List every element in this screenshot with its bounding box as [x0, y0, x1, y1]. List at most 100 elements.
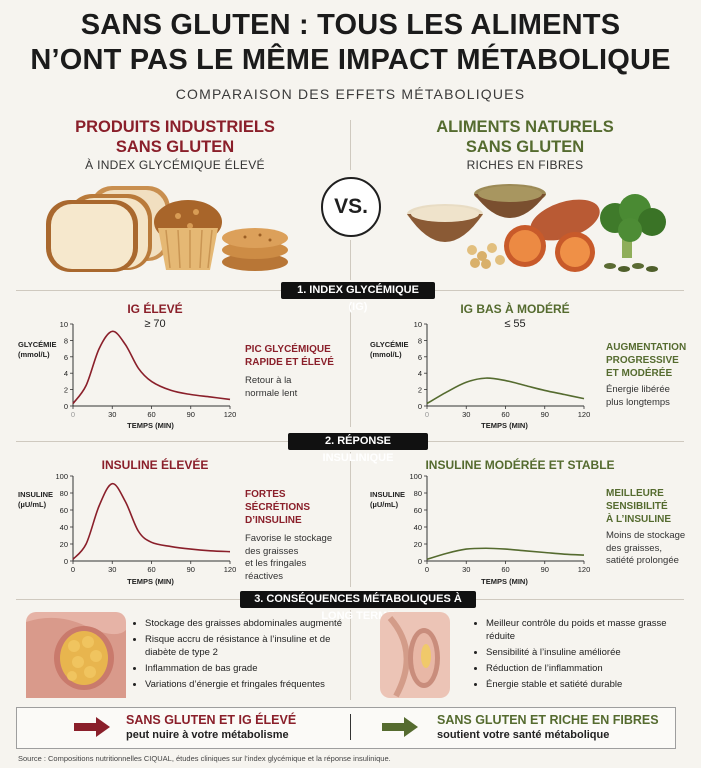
- section-2-badge: 2. RÉPONSE INSULINIQUE: [288, 433, 428, 464]
- y-tick-label: 20: [60, 540, 68, 549]
- section-3-badge: 3. CONSÉQUENCES MÉTABOLIQUES À LONG TERM…: [240, 591, 476, 622]
- sweet-potato-icon: [504, 199, 600, 272]
- main-title-line-2: N’ONT PAS LE MÊME IMPACT MÉTABOLIQUE: [30, 44, 671, 76]
- muffin-icon: [154, 200, 222, 270]
- left-heading: PRODUITS INDUSTRIELS SANS GLUTEN: [75, 118, 275, 156]
- red-arrow-icon: [74, 717, 110, 737]
- y-tick-label: 60: [60, 506, 68, 515]
- y-tick-label: 0: [64, 557, 68, 566]
- list-item: Stockage des graisses abdominales augmen…: [145, 618, 343, 631]
- y-tick-label: 0: [418, 402, 422, 411]
- y-tick-label: 100: [409, 472, 422, 481]
- bread-slices-icon: [46, 186, 170, 272]
- y-tick-label: 0: [418, 557, 422, 566]
- y-tick-label: 6: [418, 353, 422, 362]
- x-tick-label: 90: [541, 565, 549, 574]
- left-ig-value: ≥ 70: [144, 318, 166, 330]
- right-insulin-note: MEILLEURE SENSIBILITÉ À L’INSULINE Moins…: [606, 488, 686, 566]
- left-glycemia-ylabel: GLYCÉMIE (mmol/L): [18, 340, 57, 359]
- left-consequences-list: Stockage des graisses abdominales augmen…: [133, 618, 343, 695]
- subtitle: COMPARAISON DES EFFETS MÉTABOLIQUES: [175, 86, 526, 102]
- x-tick-label: 0: [71, 565, 75, 574]
- x-tick-label: 90: [187, 410, 195, 419]
- summary-left-text: peut nuire à votre métabolisme: [126, 729, 289, 741]
- y-tick-label: 4: [418, 369, 422, 378]
- lentil-bowl-icon: [474, 184, 546, 218]
- right-ig-note: AUGMENTATION PROGRESSIVE ET MODÉRÉE Éner…: [606, 342, 687, 408]
- right-insulin-chart: 0 20 40 60 80 100 0 30 60 90 120: [409, 472, 591, 574]
- left-insulin-note: FORTES SÉCRÉTIONS D’INSULINE Favorise le…: [245, 489, 333, 582]
- list-item: Réduction de l’inflammation: [486, 663, 674, 676]
- y-tick-label: 60: [414, 506, 422, 515]
- x-tick-label: 120: [224, 565, 237, 574]
- y-tick-label: 2: [64, 386, 68, 395]
- natural-foods-illustration: [407, 184, 666, 272]
- series-line: [72, 482, 231, 560]
- chickpeas-icon: [467, 243, 505, 269]
- pumpkin-seeds-icon: [604, 263, 658, 272]
- y-tick-label: 6: [64, 353, 68, 362]
- series-line: [426, 377, 585, 405]
- x-tick-label: 0: [425, 565, 429, 574]
- right-glycemia-chart: 0 2 4 6 8 10 0 30 60 90 120: [414, 320, 591, 419]
- right-ig-value: ≤ 55: [504, 318, 526, 330]
- right-ig-title: IG BAS À MODÉRÉ: [460, 302, 570, 316]
- section-1-badge: 1. INDEX GLYCÉMIQUE (IG): [281, 282, 435, 313]
- x-tick-label: 60: [501, 410, 509, 419]
- x-tick-label: 0: [71, 410, 75, 419]
- summary-divider: [350, 714, 351, 740]
- main-title-line-1: SANS GLUTEN : TOUS LES ALIMENTS: [80, 9, 621, 41]
- left-insulin-ylabel: INSULINE (µU/mL): [18, 490, 54, 509]
- industrial-products-illustration: [46, 186, 288, 272]
- y-tick-label: 20: [414, 540, 422, 549]
- summary-left-title: SANS GLUTEN ET IG ÉLEVÉ: [126, 713, 297, 727]
- left-glycemia-chart: 0 2 4 6 8 10 0 30 60 90 120: [60, 320, 237, 419]
- summary-right-text: soutient votre santé métabolique: [437, 729, 610, 741]
- y-tick-label: 4: [64, 369, 68, 378]
- summary-right-title: SANS GLUTEN ET RICHE EN FIBRES: [437, 713, 659, 727]
- right-heading: ALIMENTS NATURELS SANS GLUTEN: [436, 118, 614, 156]
- right-insulin-xlabel: TEMPS (MIN): [481, 577, 528, 586]
- column-divider: [350, 452, 351, 587]
- vs-badge: VS.: [321, 177, 381, 237]
- abdominal-fat-illustration: [26, 612, 126, 698]
- right-consequences-list: Meilleur contrôle du poids et masse gras…: [474, 618, 674, 695]
- list-item: Inflammation de bas grade: [145, 663, 343, 676]
- x-tick-label: 30: [462, 565, 470, 574]
- y-tick-label: 8: [418, 336, 422, 345]
- x-tick-label: 120: [578, 565, 591, 574]
- column-divider: [350, 120, 351, 170]
- right-glycemia-ylabel: GLYCÉMIE (mmol/L): [370, 340, 409, 359]
- source-note: Source : Compositions nutritionnelles CI…: [18, 754, 391, 763]
- right-insulin-title: INSULINE MODÉRÉE ET STABLE: [425, 458, 615, 472]
- left-ig-title: IG ÉLEVÉ: [127, 302, 183, 316]
- left-insulin-xlabel: TEMPS (MIN): [127, 577, 174, 586]
- green-arrow-icon: [382, 717, 418, 737]
- x-tick-label: 60: [501, 565, 509, 574]
- quinoa-bowl-icon: [407, 204, 483, 242]
- y-tick-label: 0: [64, 402, 68, 411]
- list-item: Sensibilité à l’insuline améliorée: [486, 647, 674, 660]
- x-tick-label: 120: [578, 410, 591, 419]
- list-item: Variations d’énergie et fringales fréque…: [145, 679, 343, 692]
- column-divider: [350, 610, 351, 700]
- x-tick-label: 90: [187, 565, 195, 574]
- y-tick-label: 80: [60, 489, 68, 498]
- left-subheading: À INDEX GLYCÉMIQUE ÉLEVÉ: [85, 158, 265, 172]
- x-tick-label: 30: [108, 565, 116, 574]
- x-tick-label: 120: [224, 410, 237, 419]
- list-item: Risque accru de résistance à l’insuline …: [145, 634, 343, 659]
- y-tick-label: 40: [414, 523, 422, 532]
- series-line: [426, 547, 585, 561]
- x-tick-label: 60: [147, 565, 155, 574]
- y-tick-label: 10: [60, 320, 68, 329]
- y-tick-label: 10: [414, 320, 422, 329]
- lean-abdomen-illustration: [380, 612, 450, 698]
- crackers-icon: [222, 228, 288, 271]
- y-tick-label: 2: [418, 386, 422, 395]
- left-insulin-title: INSULINE ÉLEVÉE: [101, 458, 209, 472]
- x-tick-label: 90: [541, 410, 549, 419]
- broccoli-icon: [600, 194, 666, 258]
- y-tick-label: 80: [414, 489, 422, 498]
- right-subheading: RICHES EN FIBRES: [466, 158, 584, 172]
